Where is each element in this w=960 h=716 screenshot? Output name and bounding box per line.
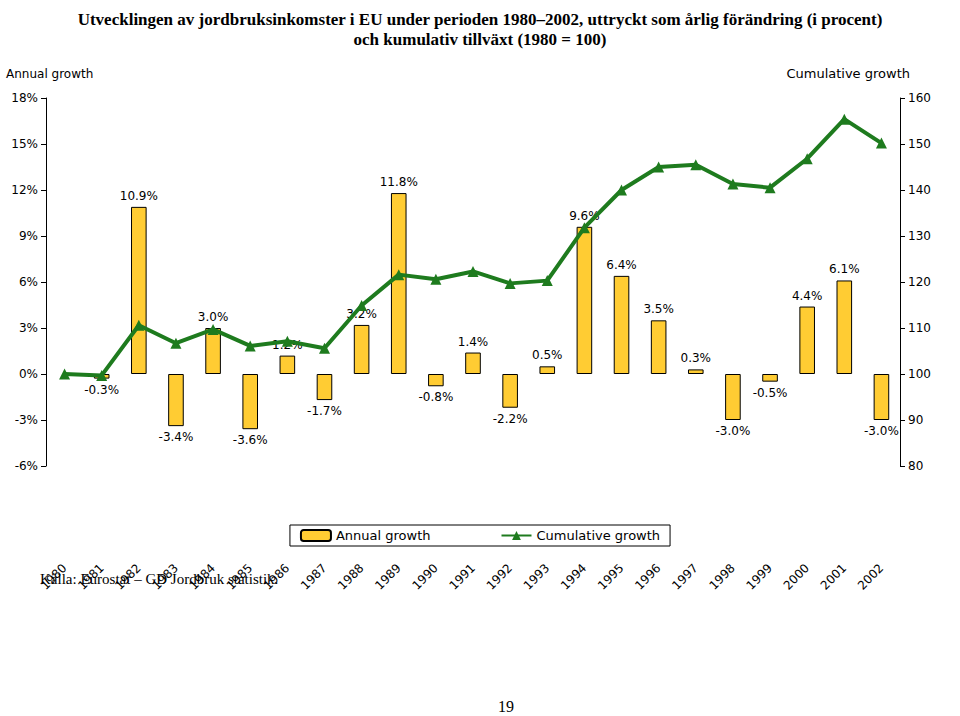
- svg-text:1988: 1988: [335, 561, 366, 592]
- svg-text:-1.7%: -1.7%: [307, 404, 342, 418]
- svg-text:9%: 9%: [19, 229, 38, 243]
- svg-text:1993: 1993: [521, 561, 552, 592]
- svg-text:Annual growth: Annual growth: [336, 528, 431, 543]
- svg-text:-3.6%: -3.6%: [233, 433, 268, 447]
- svg-text:130: 130: [908, 229, 931, 243]
- svg-text:1.4%: 1.4%: [458, 335, 489, 349]
- svg-text:12%: 12%: [11, 183, 38, 197]
- svg-text:3.0%: 3.0%: [198, 310, 229, 324]
- svg-text:15%: 15%: [11, 137, 38, 151]
- svg-text:Cumulative growth: Cumulative growth: [536, 528, 660, 543]
- svg-text:1986: 1986: [261, 561, 292, 592]
- svg-text:1996: 1996: [632, 561, 663, 592]
- svg-text:140: 140: [908, 183, 931, 197]
- svg-text:90: 90: [908, 413, 923, 427]
- svg-text:-0.3%: -0.3%: [84, 383, 119, 397]
- svg-text:-3.0%: -3.0%: [715, 424, 750, 438]
- svg-text:3.5%: 3.5%: [643, 302, 674, 316]
- svg-text:6%: 6%: [19, 275, 38, 289]
- svg-text:80: 80: [908, 459, 923, 473]
- svg-text:100: 100: [908, 367, 931, 381]
- svg-text:1994: 1994: [558, 561, 589, 592]
- svg-text:-0.5%: -0.5%: [753, 386, 788, 400]
- svg-text:11.8%: 11.8%: [380, 175, 418, 189]
- svg-text:19: 19: [498, 698, 514, 715]
- svg-text:och kumulativ tillväxt (1980 =: och kumulativ tillväxt (1980 = 100): [354, 30, 607, 49]
- svg-text:0%: 0%: [19, 367, 38, 381]
- svg-text:1984: 1984: [187, 561, 218, 592]
- svg-text:-3.4%: -3.4%: [159, 430, 194, 444]
- svg-text:Annual growth: Annual growth: [6, 67, 93, 81]
- svg-text:9.6%: 9.6%: [569, 208, 600, 223]
- svg-text:1983: 1983: [149, 561, 180, 592]
- svg-text:0.3%: 0.3%: [681, 351, 712, 365]
- svg-text:1982: 1982: [112, 561, 143, 592]
- svg-text:1991: 1991: [446, 561, 477, 592]
- svg-text:3%: 3%: [19, 321, 38, 335]
- svg-text:1989: 1989: [372, 561, 403, 592]
- svg-text:4.4%: 4.4%: [792, 289, 823, 303]
- svg-text:-3%: -3%: [15, 413, 38, 427]
- svg-text:Utvecklingen av jordbruksinkom: Utvecklingen av jordbruksinkomster i EU …: [78, 10, 883, 29]
- svg-text:1980: 1980: [38, 561, 69, 592]
- svg-text:2002: 2002: [855, 561, 886, 592]
- svg-text:-6%: -6%: [15, 459, 38, 473]
- svg-text:150: 150: [908, 137, 931, 151]
- svg-text:2000: 2000: [781, 561, 812, 592]
- svg-text:1981: 1981: [75, 561, 106, 592]
- svg-text:6.4%: 6.4%: [606, 258, 637, 272]
- svg-text:18%: 18%: [11, 91, 38, 105]
- svg-text:110: 110: [908, 321, 931, 335]
- svg-text:2001: 2001: [818, 561, 849, 592]
- svg-text:1987: 1987: [298, 561, 329, 592]
- svg-text:1997: 1997: [669, 561, 700, 592]
- svg-text:10.9%: 10.9%: [120, 189, 158, 203]
- svg-text:1992: 1992: [484, 561, 515, 592]
- svg-text:1998: 1998: [706, 561, 737, 592]
- svg-text:-2.2%: -2.2%: [493, 412, 528, 426]
- svg-text:1995: 1995: [595, 561, 626, 592]
- svg-text:-0.8%: -0.8%: [418, 390, 453, 404]
- svg-text:1985: 1985: [224, 561, 255, 592]
- svg-text:-3.0%: -3.0%: [864, 424, 899, 438]
- svg-text:120: 120: [908, 275, 931, 289]
- svg-text:160: 160: [908, 91, 931, 105]
- svg-text:6.1%: 6.1%: [829, 262, 860, 276]
- svg-text:1990: 1990: [409, 561, 440, 592]
- svg-text:1999: 1999: [744, 561, 775, 592]
- svg-text:3.2%: 3.2%: [346, 306, 377, 321]
- svg-text:0.5%: 0.5%: [532, 348, 563, 362]
- svg-text:Cumulative growth: Cumulative growth: [786, 66, 910, 81]
